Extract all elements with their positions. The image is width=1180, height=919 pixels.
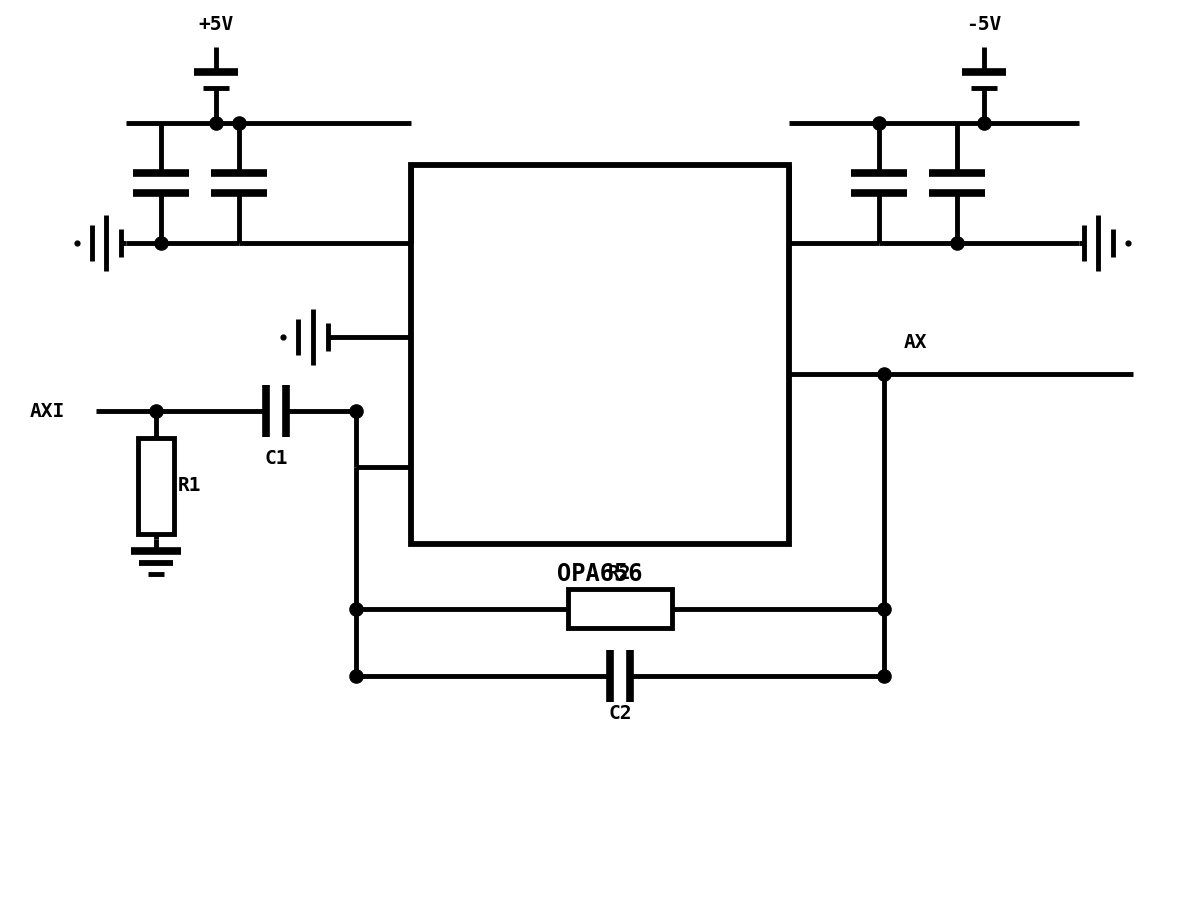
Bar	[411, 165, 789, 544]
Point	[1119, 235, 1138, 250]
Point	[346, 601, 365, 616]
Point	[874, 669, 893, 684]
Point	[346, 669, 365, 684]
Text: OPA656: OPA656	[557, 562, 643, 585]
Bar	[138, 438, 175, 534]
Text: C1: C1	[264, 449, 288, 468]
Text: C2: C2	[608, 704, 631, 723]
Text: R1: R1	[178, 476, 202, 495]
Point	[146, 403, 165, 418]
Point	[67, 235, 86, 250]
Point	[274, 330, 293, 345]
Point	[152, 235, 171, 250]
Text: AX: AX	[904, 334, 927, 352]
Text: R2: R2	[608, 563, 631, 583]
Point	[975, 116, 994, 130]
Point	[874, 367, 893, 381]
Bar	[568, 588, 671, 629]
Text: AXI: AXI	[30, 402, 65, 421]
Point	[206, 116, 225, 130]
Point	[346, 403, 365, 418]
Point	[870, 116, 889, 130]
Text: -5V: -5V	[966, 16, 1002, 34]
Point	[230, 116, 249, 130]
Point	[874, 601, 893, 616]
Point	[948, 235, 966, 250]
Text: +5V: +5V	[198, 16, 234, 34]
